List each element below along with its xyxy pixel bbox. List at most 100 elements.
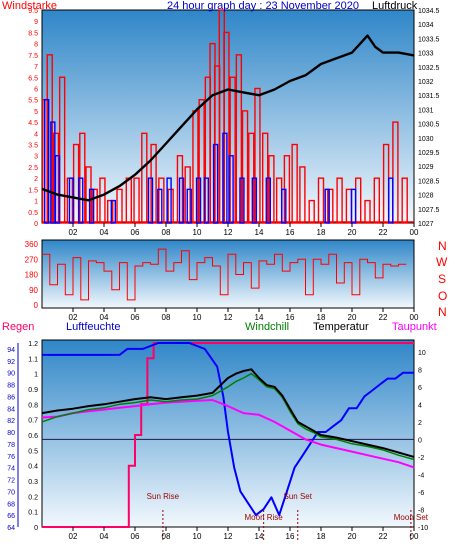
wind-axis-tick-0: 0 xyxy=(34,221,38,228)
wind-bar-45 xyxy=(373,177,380,224)
pressure-axis-tick-11: 1032.5 xyxy=(418,65,440,72)
gust-bar-8 xyxy=(157,188,163,224)
luftfeuchte-label: Luftfeuchte xyxy=(66,321,120,333)
rain-line xyxy=(42,342,414,528)
humidity-axis-tick-4: 72 xyxy=(7,478,15,485)
gust-bar-20 xyxy=(281,188,287,224)
p3-xtick-label-10: 22 xyxy=(379,532,388,541)
p3-xtick-label-11: 00 xyxy=(410,532,419,541)
pressure-line xyxy=(41,34,415,202)
wind-bar-14 xyxy=(141,132,148,224)
wind-axis-tick-6: 3 xyxy=(34,154,38,161)
humidity-axis-tick-12: 88 xyxy=(7,383,15,390)
gust-bar-16 xyxy=(228,155,234,224)
p2-xtick-label-5: 12 xyxy=(224,313,233,322)
wind-axis-tick-17: 8.5 xyxy=(28,30,38,37)
humidity-axis-tick-2: 68 xyxy=(7,501,15,508)
p1-xtick-label-2: 06 xyxy=(131,228,140,237)
wind-bar-31 xyxy=(254,87,261,224)
wind-axis-tick-1: 0.5 xyxy=(28,210,38,217)
gust-bar-9 xyxy=(166,177,172,224)
rain-axis-tick-6: 0.6 xyxy=(28,433,38,440)
humidity-axis-tick-9: 82 xyxy=(7,418,15,425)
wind-bar-47 xyxy=(392,121,399,224)
rain-axis-tick-11: 1.1 xyxy=(28,356,38,363)
wind-bar-41 xyxy=(336,177,343,224)
gust-bar-5 xyxy=(88,188,95,224)
wind-bar-21 xyxy=(198,98,205,224)
compass-label-o: O xyxy=(438,289,447,303)
gust-bar-0 xyxy=(43,98,50,224)
p1-xtick-label-9: 20 xyxy=(348,228,357,237)
temperature-axis-tick-7: 4 xyxy=(418,402,422,409)
p2-xtick-label-8: 18 xyxy=(317,313,326,322)
gust-bar-12 xyxy=(195,177,202,224)
rain-axis-tick-3: 0.3 xyxy=(28,479,38,486)
p2-xtick-label-7: 16 xyxy=(286,313,295,322)
temperature-axis-tick-2: -6 xyxy=(418,490,424,497)
humidity-axis-tick-3: 70 xyxy=(7,489,15,496)
p1-xtick-label-10: 22 xyxy=(379,228,388,237)
temperature-axis-tick-10: 10 xyxy=(418,350,426,357)
p3-xtick-label-5: 12 xyxy=(224,532,233,541)
wind-axis-tick-4: 2 xyxy=(34,176,38,183)
compass-label-n2: N xyxy=(438,305,447,319)
wind-axis-tick-18: 9 xyxy=(34,19,38,26)
p2-xtick-label-3: 08 xyxy=(162,313,171,322)
p3-xtick-label-4: 10 xyxy=(193,532,202,541)
wind-axis-tick-10: 5 xyxy=(34,109,38,116)
direction-axis-tick-1: 90 xyxy=(29,286,38,295)
wind-bar-15 xyxy=(150,143,157,224)
p3-xtick-label-6: 14 xyxy=(255,532,264,541)
temperature-axis-tick-8: 6 xyxy=(418,385,422,392)
humidity-axis-tick-1: 66 xyxy=(7,513,15,520)
wind-bar-28 xyxy=(235,54,243,224)
wind-bar-40 xyxy=(327,188,334,224)
p3-xtick-label-9: 20 xyxy=(348,532,357,541)
wind-axis-tick-19: 9.5 xyxy=(28,8,38,15)
pressure-axis-tick-0: 1027 xyxy=(418,221,434,228)
humidity-axis-tick-10: 84 xyxy=(7,406,15,413)
temperature-axis-tick-6: 2 xyxy=(418,420,422,427)
pressure-axis-tick-8: 1031 xyxy=(418,107,434,114)
gust-bar-14 xyxy=(212,143,219,224)
p3-xtick-label-1: 04 xyxy=(100,532,109,541)
humidity-axis-tick-5: 74 xyxy=(7,466,15,473)
p2-xtick-label-0: 02 xyxy=(69,313,78,322)
pressure-axis-tick-12: 1033 xyxy=(418,51,434,58)
gust-bar-3 xyxy=(68,177,75,224)
event-label-1: Moon Rise xyxy=(245,513,284,522)
wind-axis-tick-2: 1 xyxy=(34,199,38,206)
rain-axis-tick-1: 0.1 xyxy=(28,510,38,517)
wind-axis-tick-16: 8 xyxy=(34,42,38,49)
wind-axis-tick-11: 5.5 xyxy=(28,98,38,105)
wind-axis-tick-12: 6 xyxy=(34,86,38,93)
p1-xtick-label-11: 00 xyxy=(410,228,419,237)
wind-axis-tick-5: 2.5 xyxy=(28,165,38,172)
pressure-axis-tick-1: 1027.5 xyxy=(418,207,440,214)
p2-xtick-label-9: 20 xyxy=(348,313,357,322)
humidity-axis-tick-0: 64 xyxy=(7,525,15,532)
wind-pressure-panel: 0 0.5 1 1.5 2 2.5 3 3.5 4 4.5 5 5.5 6 6.5 7 7.5 8 8.5 9 9.5… xyxy=(28,8,439,237)
direction-axis-tick-2: 180 xyxy=(25,271,39,280)
rain-axis-tick-8: 0.8 xyxy=(28,402,38,409)
wind-bar-3 xyxy=(58,76,66,224)
wind-axis-tick-3: 1.5 xyxy=(28,187,38,194)
rain-axis-tick-0: 0 xyxy=(34,525,38,532)
temperatur-label: Temperatur xyxy=(313,321,369,333)
rain-axis-tick-12: 1.2 xyxy=(28,341,38,348)
compass-label-n1: N xyxy=(438,239,447,253)
temperature-axis-tick-9: 8 xyxy=(418,367,422,374)
gust-bar-7 xyxy=(147,177,154,224)
rain-axis-tick-10: 1 xyxy=(34,372,38,379)
temperature-axis-tick-3: -4 xyxy=(418,472,424,479)
wind-bar-44 xyxy=(364,199,371,224)
p2-xtick-label-2: 06 xyxy=(131,313,140,322)
p2-xtick-label-1: 04 xyxy=(100,313,109,322)
wind-pressure-plot-area xyxy=(41,9,415,224)
wind-bar-36 xyxy=(291,143,298,224)
wind-axis-tick-9: 4.5 xyxy=(28,120,38,127)
gust-bar-22 xyxy=(350,188,357,224)
compass-label-w: W xyxy=(436,255,448,269)
